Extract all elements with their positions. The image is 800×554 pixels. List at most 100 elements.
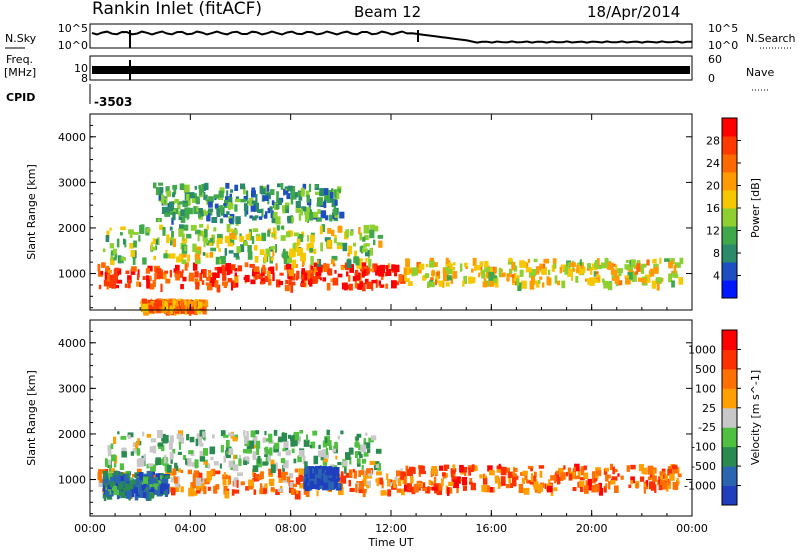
power-panel-cell bbox=[375, 279, 378, 288]
power-panel-cell bbox=[674, 262, 681, 268]
power-panel-cell bbox=[385, 283, 388, 289]
velocity-panel-cell bbox=[585, 480, 588, 489]
power-panel-cell bbox=[210, 247, 217, 252]
velocity-panel-cell bbox=[200, 483, 205, 487]
velocity-panel-cell bbox=[213, 485, 218, 494]
power-panel-cell bbox=[216, 239, 220, 248]
colorbar-swatch bbox=[722, 136, 737, 155]
power-panel-cell bbox=[601, 278, 605, 283]
velocity-panel-cell bbox=[187, 458, 192, 465]
power-panel-cell bbox=[197, 233, 200, 242]
power-panel-cell bbox=[110, 257, 115, 265]
power-panel-cell bbox=[186, 214, 189, 220]
velocity-panel-cell bbox=[174, 477, 178, 484]
power-panel-cell bbox=[301, 272, 308, 281]
velocity-panel-cell bbox=[420, 470, 426, 475]
freq-tick-high: 10 bbox=[74, 62, 88, 75]
velocity-panel-cell bbox=[178, 430, 183, 437]
velocity-panel-cell bbox=[255, 473, 258, 479]
velocity-panel-cell bbox=[106, 480, 112, 487]
power-panel-cell bbox=[133, 240, 137, 248]
power-panel-cell bbox=[193, 206, 199, 215]
velocity-panel-cell bbox=[498, 482, 503, 487]
power-panel-cell bbox=[293, 232, 300, 237]
velocity-panel-cell bbox=[180, 486, 184, 493]
velocity-panel-cell bbox=[263, 487, 268, 494]
power-panel-cell bbox=[277, 199, 282, 205]
power-panel-cell bbox=[463, 275, 467, 284]
velocity-panel-cell bbox=[305, 489, 310, 497]
power-panel-cell bbox=[644, 274, 651, 283]
power-panel-cell bbox=[348, 245, 353, 255]
velocity-panel-cell bbox=[323, 475, 328, 482]
power-panel-cell bbox=[551, 264, 555, 272]
power-panel-cell bbox=[364, 234, 369, 241]
velocity-panel-cell bbox=[671, 464, 678, 470]
power-panel-cell bbox=[192, 243, 197, 253]
velocity-panel-cell bbox=[178, 442, 181, 450]
power-panel-cell bbox=[500, 272, 506, 278]
power-panel-cell bbox=[251, 236, 255, 245]
power-panel-cell bbox=[270, 246, 276, 250]
power-panel-cell bbox=[195, 282, 200, 290]
power-panel-cell bbox=[273, 230, 277, 240]
power-panel-cell bbox=[190, 301, 197, 305]
power-panel-cell bbox=[184, 300, 187, 309]
velocity-panel-cell bbox=[175, 487, 180, 492]
power-panel-cell bbox=[310, 234, 315, 243]
power-panel-cell bbox=[198, 208, 203, 215]
nsky-tick-low: 10^0 bbox=[58, 39, 88, 52]
velocity-panel-cell bbox=[358, 470, 361, 477]
power-panel-cell bbox=[234, 204, 238, 212]
velocity-panel-cell bbox=[505, 484, 511, 489]
power-panel-cell bbox=[261, 188, 266, 195]
velocity-panel-cell bbox=[119, 475, 126, 481]
power-panel-cell bbox=[305, 217, 309, 222]
power-panel-cell bbox=[613, 269, 618, 277]
power-panel-cell bbox=[300, 274, 305, 280]
velocity-panel-cell bbox=[314, 477, 317, 485]
power-panel-cell bbox=[174, 198, 179, 204]
velocity-panel-cell bbox=[537, 484, 543, 492]
power-panel-cell bbox=[425, 264, 429, 268]
power-panel-cell bbox=[422, 276, 426, 281]
power-panel-cell bbox=[142, 303, 148, 313]
velocity-panel-cell bbox=[657, 479, 660, 486]
velocity-panel-cell bbox=[104, 458, 108, 466]
power-panel-cell bbox=[594, 271, 599, 275]
power-panel-cell bbox=[252, 216, 257, 221]
velocity-panel-cell bbox=[262, 461, 268, 466]
power-panel-cell bbox=[291, 273, 296, 281]
power-panel-cell bbox=[137, 269, 140, 278]
power-panel-cell bbox=[634, 271, 639, 275]
velocity-panel-cell bbox=[369, 460, 376, 465]
power-panel-cell bbox=[590, 268, 593, 275]
velocity-panel-cell bbox=[142, 477, 149, 484]
velocity-panel-cell bbox=[281, 432, 288, 442]
velocity-panel-cell bbox=[178, 437, 185, 444]
velocity-panel-cell bbox=[195, 438, 199, 447]
velocity-panel-cell bbox=[170, 459, 173, 464]
power-panel-cell bbox=[155, 268, 162, 273]
power-panel-cell bbox=[287, 185, 293, 191]
velocity-panel-cell bbox=[196, 487, 201, 494]
colorbar-swatch bbox=[722, 244, 737, 263]
velocity-panel-cell bbox=[563, 465, 566, 470]
power-panel-cell bbox=[373, 239, 376, 246]
power-panel-cell bbox=[301, 206, 307, 212]
power-panel-cell bbox=[298, 213, 302, 221]
velocity-panel-cell bbox=[654, 484, 657, 493]
power-panel-cell bbox=[587, 278, 591, 285]
power-panel-cell bbox=[211, 217, 218, 223]
velocity-panel-cell bbox=[240, 481, 245, 486]
velocity-panel-cell bbox=[265, 457, 269, 465]
velocity-panel-cell bbox=[223, 455, 226, 463]
velocity-panel-cell bbox=[359, 454, 363, 459]
power-panel-cell bbox=[182, 237, 185, 241]
power-panel-cell bbox=[641, 263, 647, 268]
velocity-panel-cell bbox=[136, 477, 140, 486]
power-panel-cell bbox=[202, 306, 207, 315]
nsearch-tick-low: 10^0 bbox=[708, 39, 738, 52]
power-panel-cell bbox=[171, 231, 174, 238]
velocity-panel-cell bbox=[281, 472, 287, 481]
